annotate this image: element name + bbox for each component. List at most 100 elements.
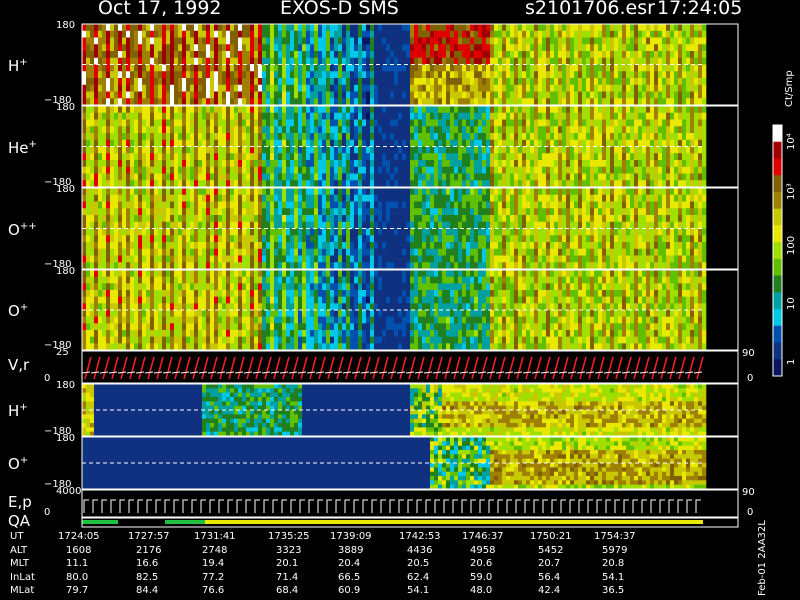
footer-value: 1739:09 <box>330 531 372 542</box>
colorbar-tick: 100 <box>786 235 797 255</box>
footer-value: 71.4 <box>276 571 299 583</box>
header-time: 17:24:05 <box>657 0 743 19</box>
footer-value: 54.1 <box>407 585 430 596</box>
qa-good-2 <box>165 520 205 524</box>
o-plus-2-ymin: −180 <box>44 479 72 490</box>
he-plus-species-label: He+ <box>8 138 37 157</box>
footer-value: 1742:53 <box>399 531 441 542</box>
footer-value: 19.4 <box>202 558 225 569</box>
header-instrument: EXOS-D SMS <box>280 0 399 19</box>
footer-label-mlat: MLat <box>10 585 35 596</box>
h-plus-panel-cells <box>82 24 707 106</box>
colorbar-seg <box>773 242 782 260</box>
colorbar-seg <box>773 325 782 343</box>
colorbar-seg <box>773 359 782 377</box>
vr-right-tick-min: 0 <box>747 373 754 384</box>
colorbar-seg <box>773 292 782 310</box>
footer-value: 1608 <box>66 544 92 556</box>
qa-panel-frame <box>81 517 739 528</box>
o-pp-ymin: −180 <box>44 259 72 270</box>
footer-value: 62.4 <box>407 571 430 583</box>
ep-trace <box>83 499 701 513</box>
he-plus-panel-frame <box>81 105 739 188</box>
vr-panel-frame <box>81 350 739 384</box>
h-plus-2-panel-cells <box>82 384 707 437</box>
footer-value: 3889 <box>338 544 364 556</box>
ep-ymin: 0 <box>44 507 51 518</box>
version-label: Feb-01 2AA32L <box>757 520 768 596</box>
o-plus-panel-frame <box>81 269 739 351</box>
o-pp-species-label: O++ <box>8 220 37 239</box>
footer-label-mlt: MLT <box>10 558 29 569</box>
h-plus-panel-frame <box>81 23 739 106</box>
footer-value: 1735:25 <box>268 531 310 542</box>
ep-panel-frame <box>81 489 739 518</box>
footer-value: 2176 <box>136 544 162 556</box>
ep-right-tick-min: 0 <box>747 507 754 518</box>
footer-value: 1750:21 <box>530 531 572 542</box>
o-plus-ymax: 180 <box>56 266 76 277</box>
ep-panel-bg <box>82 490 738 517</box>
footer-value: 4958 <box>470 544 496 556</box>
vr-area <box>82 351 703 383</box>
ep-ymax: 4000 <box>56 486 82 497</box>
colorbar-tick: 1 <box>786 358 797 365</box>
footer-value: 66.5 <box>338 571 361 583</box>
o-plus-panel-cells <box>82 270 707 351</box>
header-filename: s2101706.esr <box>525 0 655 19</box>
o-plus-2-ymax: 180 <box>56 433 76 444</box>
h-plus-2-species-label: H+ <box>8 402 28 420</box>
h-plus-species-label: H+ <box>8 56 28 75</box>
footer-value: 1746:37 <box>462 531 504 542</box>
h-plus-2-ymin: −180 <box>44 426 72 437</box>
footer-label-inlat: InLat <box>10 571 35 583</box>
h-plus-2-ymax: 180 <box>56 380 76 391</box>
ep-species-label: E,p <box>8 492 32 511</box>
o-pp-panel-frame <box>81 187 739 270</box>
footer-value: 48.0 <box>470 585 493 596</box>
footer-value: 84.4 <box>136 585 159 596</box>
colorbar-seg <box>773 125 782 143</box>
footer-value: 1727:57 <box>128 531 170 542</box>
colorbar-seg <box>773 225 782 243</box>
colorbar-seg <box>773 309 782 327</box>
footer-value: 1754:37 <box>594 531 636 542</box>
footer-value: 79.7 <box>66 585 89 596</box>
o-plus-2-species-label: O+ <box>8 455 29 473</box>
footer-value: 56.4 <box>538 571 561 583</box>
colorbar-seg <box>773 158 782 176</box>
footer-value: 76.6 <box>202 585 225 596</box>
o-plus-ymin: −180 <box>44 340 72 351</box>
footer-value: 5979 <box>602 544 628 556</box>
colorbar-seg <box>773 191 782 209</box>
o-pp-panel-cells <box>82 188 707 270</box>
footer-value: 20.1 <box>276 558 299 569</box>
colorbar-tick: 10 <box>786 297 797 310</box>
footer-value: 16.6 <box>136 558 159 569</box>
footer-value: 3323 <box>276 544 302 556</box>
ep-right-tick-max: 90 <box>742 487 755 498</box>
vr-trace <box>84 356 704 380</box>
footer-value: 82.5 <box>136 571 159 583</box>
o-pp-ymax: 180 <box>56 184 76 195</box>
footer-label-ut: UT <box>10 531 24 542</box>
h-plus-2-panel-frame <box>81 383 739 437</box>
header-date: Oct 17, 1992 <box>98 0 222 19</box>
o-plus-2-panel-frame <box>81 436 739 490</box>
r-trace <box>81 371 703 374</box>
h-plus-ymin: −180 <box>44 95 72 106</box>
he-plus-panel-cells <box>82 106 707 188</box>
colorbar-tick: 10³ <box>786 183 797 200</box>
footer-value: 60.9 <box>338 585 361 596</box>
vr-right-tick-max: 90 <box>742 348 755 359</box>
h-plus-ymax: 180 <box>56 20 76 31</box>
colorbar-seg <box>773 141 782 159</box>
footer-value: 11.1 <box>66 558 89 569</box>
footer-value: 80.0 <box>66 571 89 583</box>
colorbar-seg <box>773 175 782 193</box>
qa-species-label: QA <box>8 511 31 530</box>
he-plus-ymax: 180 <box>56 102 76 113</box>
footer-value: 20.8 <box>602 558 625 569</box>
footer-value: 77.2 <box>202 571 225 583</box>
